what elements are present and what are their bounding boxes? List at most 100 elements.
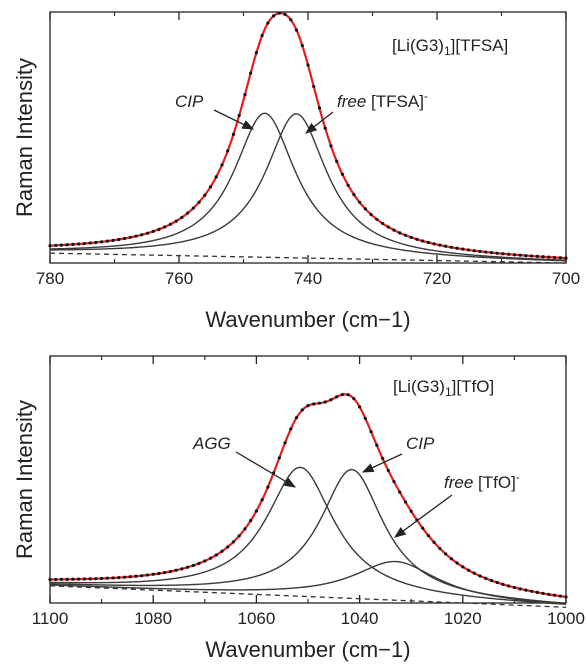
panel2-data-point xyxy=(289,427,293,431)
panel1-data-point xyxy=(208,185,213,189)
panel2-data-point xyxy=(358,405,362,409)
panel2-data-point xyxy=(501,582,505,586)
panel2-data-point xyxy=(151,572,155,576)
panel2-data-point xyxy=(552,593,557,597)
panel2-data-point xyxy=(375,443,379,447)
panel1-data-point xyxy=(266,21,270,25)
panel1-data-point xyxy=(59,243,64,247)
panel2-data-point xyxy=(466,568,471,572)
panel1-data-point xyxy=(432,242,436,246)
panel2-data-point xyxy=(541,591,545,596)
panel2-data-point xyxy=(88,577,92,581)
panel1-data-point xyxy=(300,43,304,48)
panel2-data-point xyxy=(77,577,81,581)
panel2-data-point xyxy=(564,595,568,599)
panel2-data-point xyxy=(82,577,86,581)
panel2-panel-label: [Li(G3)1][TfO] xyxy=(393,377,494,399)
panel1-data-point xyxy=(472,249,476,253)
panel1-data-point xyxy=(197,200,201,204)
panel1-data-point xyxy=(352,192,356,197)
panel2-data-point xyxy=(214,553,218,557)
panel1-data-point xyxy=(128,235,132,240)
panel2-data-point xyxy=(518,587,522,591)
panel2-data-point xyxy=(547,592,551,596)
panel2-data-point xyxy=(489,578,494,583)
panel1-data-point xyxy=(507,252,511,256)
panel2-data-point xyxy=(455,561,459,565)
panel1-data-point xyxy=(547,255,551,259)
panel2-data-point xyxy=(277,456,281,460)
panel2-data-point xyxy=(329,398,333,402)
panel2-data-point xyxy=(461,565,465,569)
panel1-data-point xyxy=(243,93,247,97)
panel2-data-point xyxy=(197,561,201,565)
panel2-data-point xyxy=(122,575,127,579)
panel2-data-point xyxy=(403,500,408,504)
panel1-data-point xyxy=(329,144,333,148)
panel1-data-point xyxy=(54,243,58,248)
panel2-data-point xyxy=(512,585,517,590)
panel2-component-label-free: free [TfO]- xyxy=(444,470,520,492)
panel2-data-point xyxy=(243,527,247,531)
panel1-data-point xyxy=(226,149,230,153)
panel2-component-label-agg: AGG xyxy=(192,434,231,453)
panel2-data-point xyxy=(472,571,476,575)
panel2-data-point xyxy=(530,589,534,593)
panel1-data-point xyxy=(289,18,293,22)
panel1-data-point xyxy=(186,211,190,215)
panel2-data-point xyxy=(495,580,499,585)
panel1-data-point xyxy=(88,241,92,245)
panel1-data-point xyxy=(117,237,121,242)
panel2-data-point xyxy=(249,519,253,523)
panel2-data-point xyxy=(174,568,178,572)
panel1-data-point xyxy=(237,113,241,118)
panel2-data-point xyxy=(380,456,385,460)
panel1-data-point xyxy=(71,242,75,247)
panel1-data-point xyxy=(375,217,379,221)
panel2-data-point xyxy=(71,577,75,581)
panel1-data-point xyxy=(272,14,276,18)
panel1-data-point xyxy=(180,215,184,220)
panel1-data-point xyxy=(220,163,224,167)
panel1-data-point xyxy=(294,28,299,32)
panel2-data-point xyxy=(340,392,344,397)
panel1-data-point xyxy=(415,237,419,241)
panel1-data-point xyxy=(174,219,178,223)
panel1-data-point xyxy=(438,243,442,247)
panel2-data-point xyxy=(266,485,270,489)
panel1-y-axis-title: Raman Intensity xyxy=(12,58,37,217)
panel1-data-point xyxy=(358,200,362,204)
panel1-data-point xyxy=(386,225,390,229)
panel2-fit-curve xyxy=(49,393,567,599)
panel1-data-point xyxy=(403,233,408,237)
panel1-data-point xyxy=(231,132,236,136)
panel2-data-point xyxy=(54,577,58,582)
panel2-data-point xyxy=(157,571,161,576)
panel1-x-tick-label: 740 xyxy=(294,269,322,288)
panel1-data-point xyxy=(495,251,499,255)
panel1-data-point xyxy=(340,172,344,176)
panel2-data-point xyxy=(191,563,195,568)
panel2-data-point xyxy=(478,574,482,578)
panel2-data-point xyxy=(100,576,104,581)
panel1-data-point xyxy=(94,240,98,245)
panel2-data-point xyxy=(392,480,396,484)
panel2-data-point xyxy=(535,590,539,595)
panel1-data-point xyxy=(111,238,115,242)
panel1-data-point xyxy=(122,236,127,241)
panel2-data-point xyxy=(524,588,528,592)
panel1-data-point xyxy=(140,233,144,237)
panel1-data-point xyxy=(65,243,69,247)
panel2-data-point xyxy=(306,404,310,408)
panel1-data-point xyxy=(489,251,494,255)
panel2-data-point xyxy=(48,577,52,582)
panel1-data-point xyxy=(398,231,402,235)
panel1-data-point xyxy=(260,33,264,38)
panel2-group: 1100 1080 1060 1040 1020 1000 Wavenumber (cm−1… xyxy=(12,355,585,662)
panel1-data-point xyxy=(323,126,327,130)
panel2-component-curve-free xyxy=(49,560,567,605)
panel1-data-point xyxy=(105,239,109,243)
panel2-data-point xyxy=(180,567,184,571)
panel1-data-point xyxy=(421,239,425,243)
panel2-data-point xyxy=(203,559,207,563)
